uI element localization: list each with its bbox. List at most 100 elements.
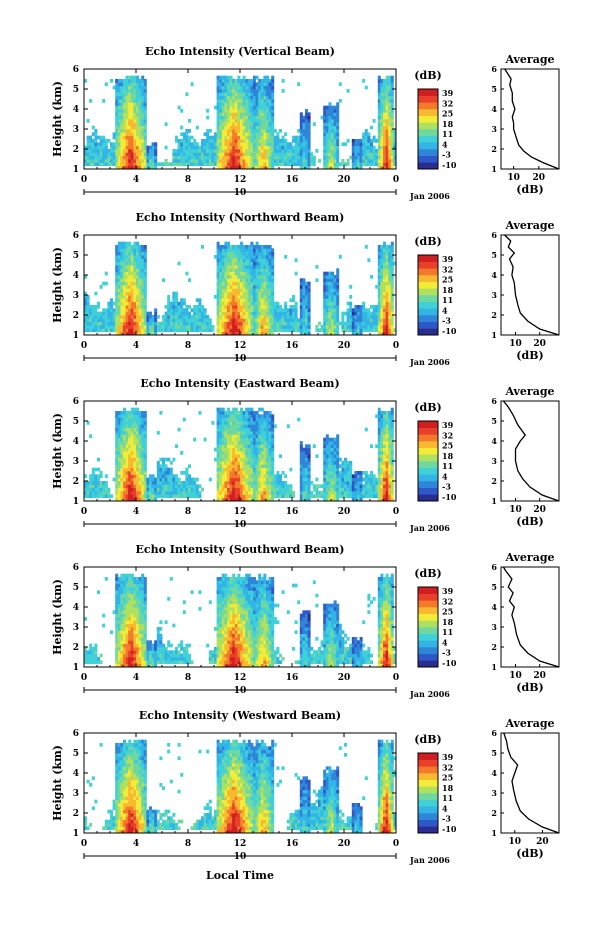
heatmap-cell: [328, 308, 332, 313]
heatmap-cell: [232, 112, 236, 117]
heatmap-cell: [115, 258, 119, 263]
heatmap-cell: [224, 461, 228, 465]
heatmap-cell: [229, 115, 233, 120]
heatmap-cell: [138, 441, 142, 445]
heatmap-cell: [383, 142, 386, 147]
heatmap-cell: [393, 145, 397, 150]
heatmap-cell: [172, 315, 176, 319]
heatmap-cell: [229, 305, 233, 309]
heatmap-cell: [117, 414, 121, 419]
heatmap-cell: [177, 311, 181, 316]
heatmap-cell: [130, 82, 134, 87]
heatmap-cell: [273, 149, 277, 153]
heatmap-cell: [133, 308, 137, 313]
heatmap-cell: [260, 298, 264, 303]
heatmap-cell: [253, 152, 256, 157]
heatmap-cell: [388, 105, 392, 110]
heatmap-cell: [253, 112, 256, 117]
heatmap-cell: [117, 424, 121, 429]
heatmap-cell: [266, 298, 269, 303]
heatmap-cell: [380, 165, 384, 170]
heatmap-cell: [385, 102, 389, 107]
heatmap-cell: [247, 159, 251, 163]
heatmap-cell: [242, 142, 246, 147]
heatmap-cell: [117, 427, 121, 432]
heatmap-cell: [138, 318, 142, 323]
heatmap-cell: [375, 321, 379, 326]
heatmap-cell: [388, 248, 392, 253]
colorbar-segment: [418, 109, 438, 116]
heatmap-cell: [182, 145, 186, 150]
heatmap-cell: [136, 427, 139, 432]
heatmap-cell: [279, 145, 282, 150]
heatmap-cell: [229, 437, 233, 442]
heatmap-cell: [383, 125, 386, 130]
heatmap-cell: [364, 308, 368, 313]
heatmap-cell: [247, 132, 251, 137]
heatmap-cell: [125, 275, 129, 279]
heatmap-cell: [359, 308, 363, 313]
heatmap-cell: [390, 142, 394, 147]
heatmap-cell: [255, 102, 259, 107]
heatmap-cell: [115, 457, 119, 462]
heatmap-cell: [323, 132, 327, 137]
heatmap-cell: [125, 271, 129, 276]
heatmap-cell: [221, 447, 225, 452]
heatmap-cell: [130, 275, 134, 279]
heatmap-cell: [242, 427, 246, 432]
heatmap-cell: [240, 305, 243, 309]
heatmap-cell: [211, 142, 215, 147]
heatmap-cell: [193, 328, 197, 333]
heatmap-cell: [242, 417, 246, 422]
heatmap-cell: [271, 271, 275, 276]
heatmap-cell: [125, 437, 129, 442]
heatmap-cell: [331, 298, 334, 303]
heatmap-cell: [201, 145, 204, 150]
heatmap-cell: [385, 308, 389, 313]
heatmap-cell: [388, 261, 392, 266]
heatmap-cell: [310, 159, 314, 163]
heatmap-cell: [297, 325, 301, 329]
heatmap-cell: [182, 135, 186, 140]
heatmap-cell: [357, 325, 360, 329]
heatmap-cell: [136, 431, 139, 435]
heatmap-cell: [115, 305, 119, 309]
heatmap-cell: [102, 494, 106, 499]
heatmap-cell: [263, 424, 267, 429]
heatmap-cell: [211, 325, 215, 329]
heatmap-cell: [263, 275, 267, 279]
heatmap-cell: [136, 325, 139, 329]
heatmap-cell: [375, 325, 379, 329]
heatmap-cell: [234, 122, 238, 127]
heatmap-cell: [266, 467, 269, 472]
heatmap-cell: [234, 275, 238, 279]
heatmap-cell: [341, 315, 345, 319]
heatmap-cell: [216, 298, 220, 303]
heatmap-cell: [219, 165, 223, 170]
heatmap-cell: [240, 155, 243, 160]
heatmap-cell: [315, 265, 319, 269]
heatmap-cell: [263, 278, 267, 283]
heatmap-cell: [224, 129, 228, 133]
heatmap-cell: [245, 109, 249, 113]
heatmap-cell: [91, 467, 95, 472]
heatmap-cell: [133, 441, 137, 445]
heatmap-cell: [266, 331, 269, 336]
heatmap-cell: [232, 115, 236, 120]
heatmap-cell: [325, 311, 329, 316]
heatmap-cell: [250, 311, 254, 316]
heatmap-cell: [102, 315, 106, 319]
heatmap-cell: [156, 328, 160, 333]
heatmap-cell: [154, 491, 158, 495]
heatmap-cell: [294, 149, 298, 153]
heatmap-cell: [341, 321, 345, 326]
heatmap-cell: [260, 275, 264, 279]
heatmap-cell: [133, 471, 137, 475]
heatmap-cell: [141, 494, 145, 499]
heatmap-cell: [260, 414, 264, 419]
heatmap-cell: [237, 275, 241, 279]
colorbar-segment: [418, 162, 438, 170]
heatmap-cell: [390, 315, 394, 319]
heatmap-cell: [164, 315, 168, 319]
heatmap-cell: [229, 105, 233, 110]
